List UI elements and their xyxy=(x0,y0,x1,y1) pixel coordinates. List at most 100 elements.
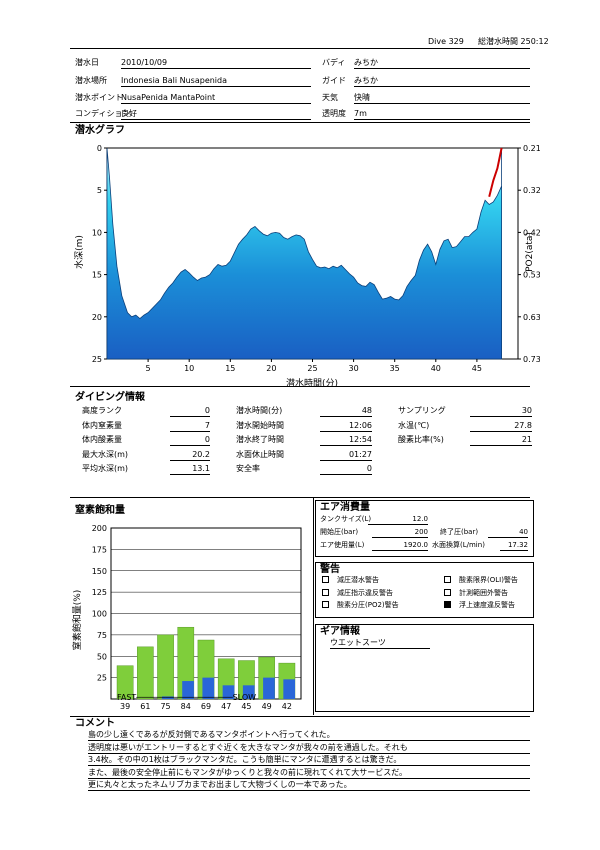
nitrogen-title: 窒素飽和量 xyxy=(75,505,125,516)
right-tick-label: 0.32 xyxy=(523,186,540,195)
diving-info-value: 21 xyxy=(470,435,532,446)
diving-info-label: 体内窒素量 xyxy=(82,420,122,430)
right-tick-label: 0.53 xyxy=(523,271,540,280)
visibility-value: 7m xyxy=(354,109,530,120)
start-pressure-value: 200 xyxy=(372,528,428,538)
gear-title: ギア情報 xyxy=(320,626,360,637)
air-used-value: 1920.0 xyxy=(372,541,428,551)
diving-info-label: 水面休止時間 xyxy=(236,449,284,459)
nitrogen-y-tick: 150 xyxy=(92,567,107,576)
warning-checkbox xyxy=(444,601,451,608)
nitrogen-y-tick: 125 xyxy=(92,588,107,597)
n2-bar-inner xyxy=(222,685,235,699)
left-tick-label: 5 xyxy=(97,186,102,195)
left-tick-label: 0 xyxy=(97,144,102,153)
air-box xyxy=(315,500,534,557)
diving-info-label: 水温(℃) xyxy=(398,420,430,430)
diving-info-value: 13.1 xyxy=(170,464,210,475)
weather-value: 快晴 xyxy=(354,93,530,104)
comment-line: 透明度は悪いがエントリーするとすぐ近くを大きなマンタが我々の前を通過した。それも xyxy=(88,743,530,754)
n2-bar-inner xyxy=(182,681,194,699)
dive-number: Dive 329 xyxy=(428,37,464,46)
x-tick-label: 10 xyxy=(184,364,194,373)
comment-line: 更に丸々と太ったネムリブカまでお出まして大物づくしの一本であった。 xyxy=(88,780,530,791)
left-tick-label: 25 xyxy=(92,355,102,364)
diving-info-value: 30 xyxy=(470,406,532,417)
diving-info-label: 高度ランク xyxy=(82,406,122,415)
condition-value: 良好 xyxy=(121,109,311,120)
condition-label: コンディション xyxy=(75,109,131,118)
place-value: Indonesia Bali Nusapenida xyxy=(121,76,311,87)
right-axis-label: PO2(ata) xyxy=(525,232,535,272)
depth-area xyxy=(106,147,502,360)
diving-info-label: サンプリング xyxy=(398,406,446,415)
nitrogen-category-label: 47 xyxy=(221,702,232,711)
weather-label: 天気 xyxy=(322,93,338,102)
diving-info-label: 最大水深(m) xyxy=(82,449,129,459)
start-pressure-label: 開始圧(bar) xyxy=(320,528,359,536)
left-tick-label: 15 xyxy=(92,271,102,280)
warning-label: 酸素限界(OLI)警告 xyxy=(459,576,518,584)
buddy-value: みちか xyxy=(354,58,530,69)
n2-bar-total xyxy=(137,646,154,700)
n2-bar-inner xyxy=(161,696,174,699)
x-tick-label: 40 xyxy=(431,364,441,373)
right-tick-label: 0.63 xyxy=(523,313,540,322)
nitrogen-category-label: 45 xyxy=(241,702,252,711)
gear-value: ウエットスーツ xyxy=(330,638,430,649)
date-value: 2010/10/09 xyxy=(121,58,311,69)
x-tick-label: 5 xyxy=(146,364,151,373)
fast-slow-label: FAST────────────────────SLOW xyxy=(117,693,257,702)
diving-info-value: 48 xyxy=(320,406,372,417)
right-tick-label: 0.21 xyxy=(523,144,540,153)
left-axis-ticks: 0 5 10 15 20 25 xyxy=(92,144,107,364)
warning-checkbox xyxy=(444,576,451,583)
warning-item: 浮上速度違反警告 xyxy=(444,601,515,610)
warning-item: 減圧潜水警告 xyxy=(322,576,379,585)
left-tick-label: 10 xyxy=(92,228,102,237)
diving-info-label: 潜水終了時間 xyxy=(236,435,284,444)
tank-value: 12.0 xyxy=(368,515,428,525)
nitrogen-category-label: 42 xyxy=(281,702,292,711)
nitrogen-y-tick: 200 xyxy=(92,524,107,533)
surface-rate-label: 水面換算(L/min) xyxy=(432,541,485,549)
diving-info-value: 7 xyxy=(170,421,210,432)
guide-value: みちか xyxy=(354,76,530,87)
warning-label: 浮上速度違反警告 xyxy=(459,601,515,609)
comment-title: コメント xyxy=(75,718,115,729)
diving-info-value: 0 xyxy=(170,406,210,417)
x-axis-label: 潜水時間(分) xyxy=(286,377,338,389)
right-tick-label: 0.42 xyxy=(523,228,540,237)
nitrogen-y-tick: 75 xyxy=(97,631,107,640)
diving-info-label: 安全率 xyxy=(236,464,260,473)
warning-item: 減圧指示違反警告 xyxy=(322,588,393,598)
warning-checkbox xyxy=(322,601,329,608)
right-tick-label: 0.73 xyxy=(523,355,540,364)
warning-checkbox xyxy=(322,588,329,596)
visibility-label: 透明度 xyxy=(322,109,346,118)
total-dive-time: 総潜水時間 250:12 xyxy=(478,37,549,46)
comment-line: 3.4枚。その中の1枚はブラックマンタだ。こうも簡単にマンタに遭遇するとは驚きだ… xyxy=(88,755,530,766)
right-axis-ticks: 0.21 0.32 0.42 0.53 0.63 0.73 xyxy=(518,144,540,364)
buddy-label: バディ xyxy=(322,58,346,67)
comment-line: また、最後の安全停止前にもマンタがゆっくりと我々の前に現れてくれて大サービスだ。 xyxy=(88,768,530,779)
x-tick-label: 35 xyxy=(390,364,400,373)
warnings-box xyxy=(315,562,534,618)
surface-rate-value: 17.32 xyxy=(500,541,528,551)
diving-info-value: 20.2 xyxy=(170,450,210,461)
nitrogen-category-label: 61 xyxy=(140,702,151,711)
diving-info-label: 平均水深(m) xyxy=(82,464,129,473)
po2-line xyxy=(488,147,503,197)
n2-bar-total xyxy=(116,665,134,700)
diving-info-label: 酸素比率(%) xyxy=(398,435,444,444)
x-tick-label: 45 xyxy=(472,364,482,373)
nitrogen-category-label: 84 xyxy=(180,702,191,711)
x-tick-label: 25 xyxy=(307,364,317,373)
nitrogen-y-tick: 50 xyxy=(97,652,107,661)
warning-item: 計測範囲外警告 xyxy=(444,588,508,598)
warnings-title: 警告 xyxy=(320,564,340,575)
diving-info-title: ダイビング情報 xyxy=(75,392,145,403)
n2-bar-total xyxy=(157,634,174,700)
warning-label: 計測範囲外警告 xyxy=(459,588,508,597)
place-label: 潜水場所 xyxy=(75,76,107,85)
